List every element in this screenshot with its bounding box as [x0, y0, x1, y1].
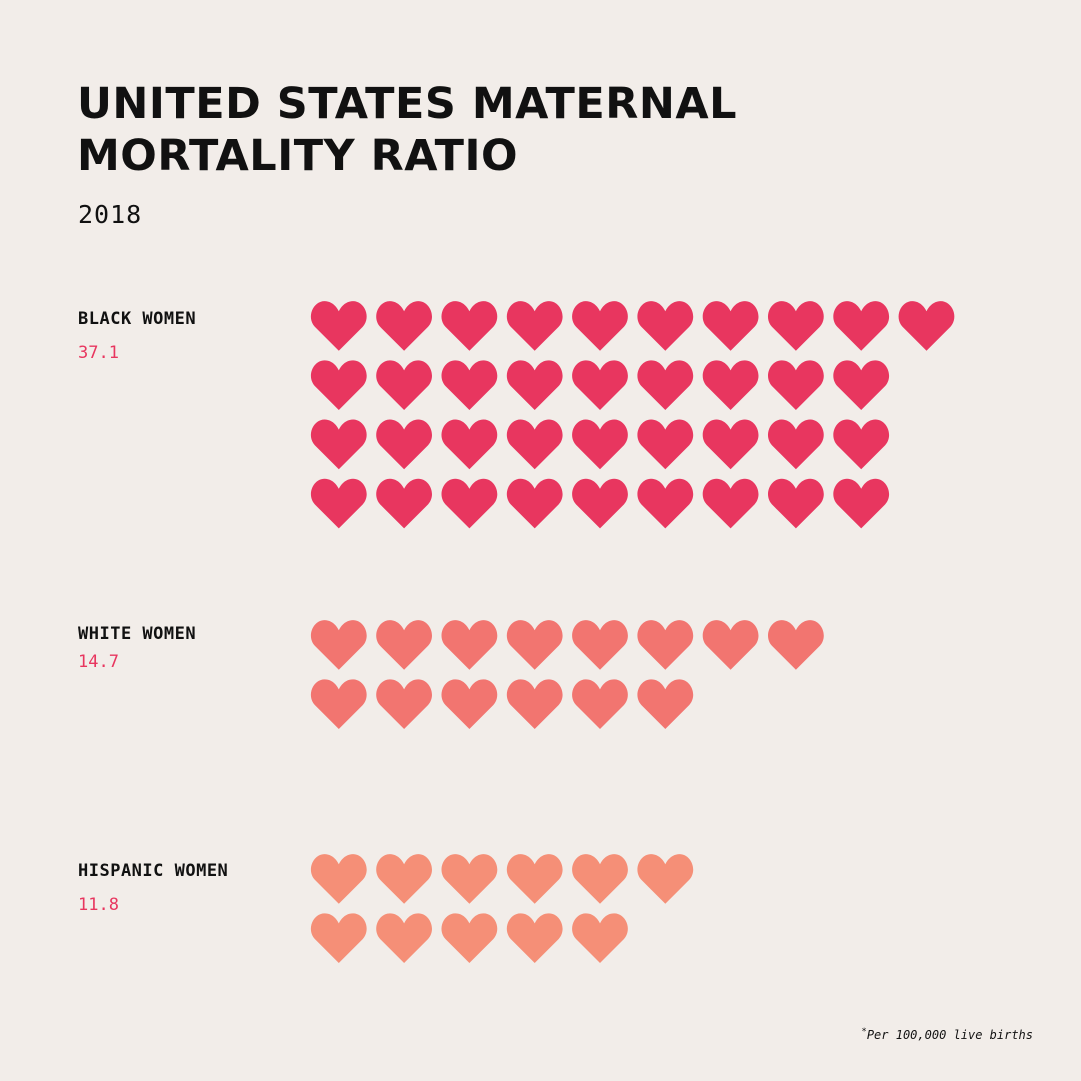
series-icons-2	[310, 854, 694, 963]
heart-icon	[637, 620, 694, 670]
heart-icon	[506, 478, 563, 529]
heart-icon	[572, 301, 628, 351]
heart-icon	[376, 478, 432, 529]
heart-icon	[768, 301, 824, 351]
heart-icon	[376, 301, 432, 351]
series-icons-0	[310, 301, 955, 529]
heart-icon	[833, 419, 890, 470]
heart-icon	[310, 679, 367, 729]
heart-icon	[768, 478, 824, 529]
heart-icon	[506, 301, 563, 351]
heart-icon	[637, 419, 694, 470]
heart-icon	[702, 301, 759, 351]
footnote-text: Per 100,000 live births	[866, 1028, 1033, 1042]
heart-icon	[637, 478, 694, 529]
heart-icon	[898, 301, 955, 351]
heart-icon	[637, 679, 694, 729]
heart-icon	[833, 301, 890, 351]
heart-icon	[572, 419, 628, 470]
heart-icon	[376, 620, 432, 670]
heart-icon	[768, 620, 824, 670]
heart-icon	[768, 360, 824, 410]
footnote: *Per 100,000 live births	[861, 1027, 1033, 1042]
heart-icon	[310, 301, 367, 351]
heart-icon	[441, 913, 498, 963]
series-value-hispanic-women: 11.8	[78, 895, 119, 915]
series-value-white-women: 14.7	[78, 652, 119, 672]
series-label-black-women: BLACK WOMEN	[78, 309, 197, 329]
heart-icon	[441, 360, 498, 410]
heart-icon	[833, 478, 890, 529]
title-line-2: MORTALITY RATIO	[77, 131, 519, 181]
heart-icon	[376, 679, 432, 729]
heart-icon	[310, 360, 367, 410]
heart-icon	[572, 679, 628, 729]
heart-icon	[506, 679, 563, 729]
heart-icon	[833, 360, 890, 410]
heart-icon	[506, 360, 563, 410]
heart-icon	[506, 620, 563, 670]
chart-title: UNITED STATES MATERNAL MORTALITY RATIO	[77, 78, 977, 182]
heart-icon	[441, 419, 498, 470]
heart-icon	[702, 478, 759, 529]
heart-icon	[441, 478, 498, 529]
heart-icon	[310, 620, 367, 670]
heart-icon	[310, 478, 367, 529]
heart-icon	[376, 913, 432, 963]
heart-icon	[441, 301, 498, 351]
heart-icon	[376, 360, 432, 410]
heart-icon	[310, 913, 367, 963]
heart-icon	[637, 360, 694, 410]
series-value-black-women: 37.1	[78, 343, 119, 363]
heart-icon	[572, 478, 628, 529]
heart-icon	[376, 854, 432, 904]
heart-icon	[506, 854, 563, 904]
heart-icon	[572, 360, 628, 410]
heart-icon	[768, 419, 824, 470]
heart-icon	[376, 419, 432, 470]
series-icons-1	[310, 620, 824, 729]
series-label-hispanic-women: HISPANIC WOMEN	[78, 861, 229, 881]
heart-icon	[506, 913, 563, 963]
title-line-1: UNITED STATES MATERNAL	[77, 79, 738, 129]
heart-icon	[702, 360, 759, 410]
heart-icon	[637, 854, 694, 904]
heart-icon	[702, 419, 759, 470]
heart-icon	[506, 419, 563, 470]
heart-icon	[441, 620, 498, 670]
heart-icon	[441, 679, 498, 729]
heart-icon	[441, 854, 498, 904]
heart-icon	[310, 854, 367, 904]
heart-icon-partial	[637, 913, 693, 963]
heart-icon	[310, 419, 367, 470]
series-label-white-women: WHITE WOMEN	[78, 624, 197, 644]
heart-icon-partial	[703, 679, 759, 729]
heart-icon	[572, 620, 628, 670]
heart-icon	[572, 854, 628, 904]
heart-icon	[637, 301, 694, 351]
chart-subtitle-year: 2018	[78, 200, 143, 229]
heart-icon	[702, 620, 759, 670]
heart-icon	[572, 913, 628, 963]
